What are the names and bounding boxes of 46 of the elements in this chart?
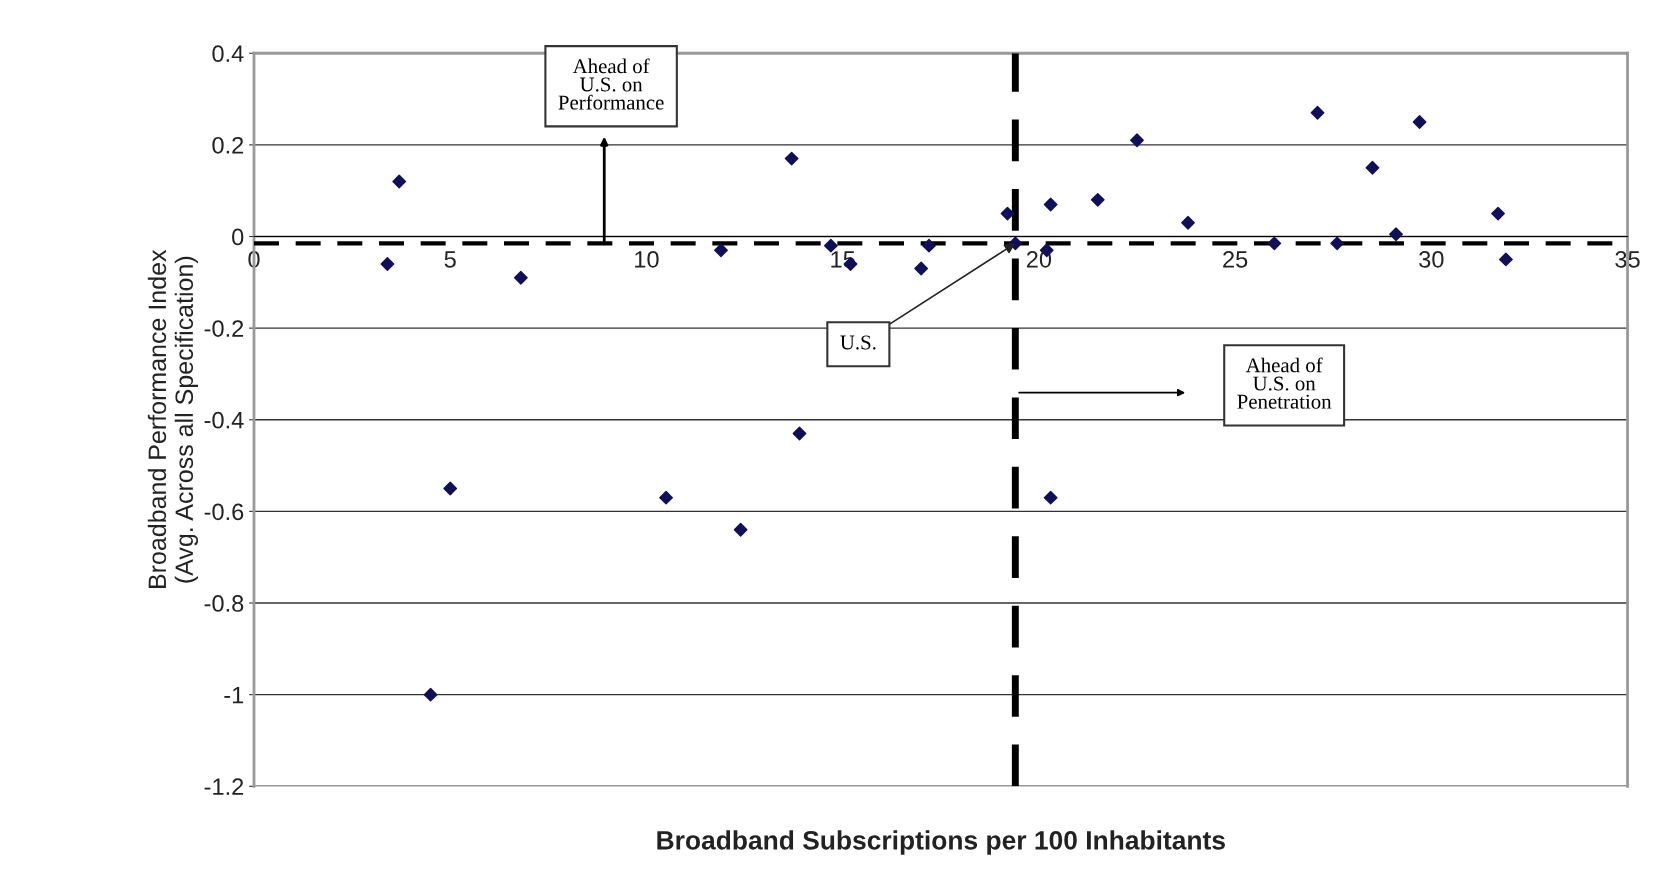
- y-tick-label: -0.4: [204, 411, 244, 429]
- point: [733, 522, 748, 537]
- point: [914, 261, 929, 276]
- y-tick-label: -1: [224, 686, 244, 704]
- point: [792, 426, 807, 441]
- point: [423, 687, 438, 702]
- annotation: Ahead of U.S. on Penetration: [1237, 357, 1332, 409]
- point: [784, 151, 799, 166]
- point: [1310, 105, 1325, 120]
- point: [1365, 160, 1380, 175]
- x-tick-label: 35: [1615, 251, 1640, 268]
- annotation: Ahead of U.S. on Performance: [558, 58, 664, 110]
- point: [1090, 192, 1105, 207]
- annotation: U.S.: [840, 335, 876, 350]
- point: [1498, 252, 1513, 267]
- y-tick-label: 0: [232, 228, 244, 246]
- point: [1000, 206, 1015, 221]
- x-tick-label: 30: [1419, 251, 1444, 268]
- point: [443, 481, 458, 496]
- y-tick-label: -0.8: [204, 595, 244, 612]
- point: [1412, 115, 1427, 129]
- point: [1267, 236, 1282, 251]
- point: [1330, 236, 1345, 251]
- point: [380, 257, 395, 271]
- point: [1043, 197, 1058, 212]
- point: [392, 174, 407, 189]
- x-tick-label: 10: [635, 251, 659, 268]
- point: [714, 243, 728, 258]
- y-axis-title: Broadband Performance Index (Avg. Across all Specification): [147, 249, 199, 588]
- y-tick-label: -1.2: [204, 778, 244, 795]
- x-axis-title: Broadband Subscriptions per 100 Inhabitants: [657, 830, 1225, 855]
- y-tick-label: 0.4: [212, 45, 244, 63]
- point: [1491, 206, 1505, 221]
- point: [1043, 490, 1058, 505]
- point: [1181, 215, 1195, 230]
- point: [513, 270, 528, 285]
- y-tick-label: -0.2: [204, 320, 244, 337]
- y-tick-label: -0.6: [204, 503, 244, 521]
- point: [823, 238, 838, 253]
- y-tick-label: 0.2: [212, 136, 244, 154]
- point: [1130, 133, 1144, 148]
- point: [922, 238, 936, 253]
- point: [659, 490, 673, 505]
- point: [1389, 227, 1403, 242]
- x-tick-label: 25: [1223, 251, 1248, 268]
- x-tick-label: 5: [444, 251, 456, 268]
